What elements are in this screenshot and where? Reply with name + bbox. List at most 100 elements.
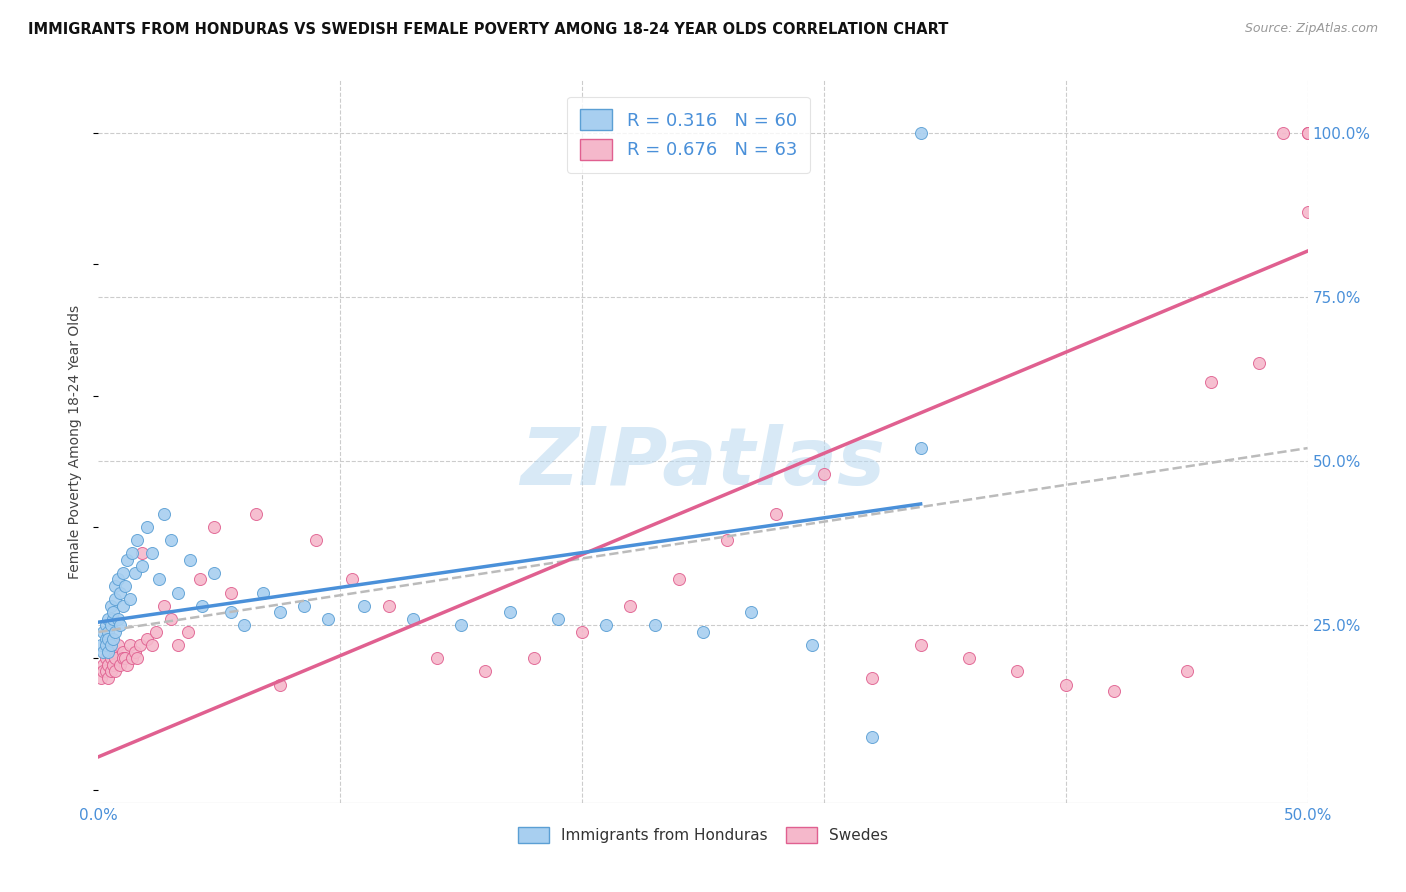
Point	[644, 618, 666, 632]
Point	[910, 441, 932, 455]
Point	[101, 632, 124, 646]
Point	[595, 618, 617, 632]
Point	[426, 651, 449, 665]
Point	[100, 665, 122, 679]
Point	[91, 657, 114, 672]
Point	[342, 573, 364, 587]
Point	[269, 677, 291, 691]
Point	[377, 599, 399, 613]
Point	[800, 638, 823, 652]
Point	[131, 546, 153, 560]
Point	[141, 638, 163, 652]
Point	[221, 585, 243, 599]
Point	[135, 520, 157, 534]
Point	[104, 592, 127, 607]
Point	[114, 651, 136, 665]
Point	[101, 605, 124, 619]
Point	[100, 618, 122, 632]
Point	[124, 645, 146, 659]
Point	[97, 671, 120, 685]
Point	[111, 599, 134, 613]
Point	[90, 671, 112, 685]
Point	[860, 671, 883, 685]
Point	[97, 632, 120, 646]
Point	[91, 665, 114, 679]
Legend: Immigrants from Honduras, Swedes: Immigrants from Honduras, Swedes	[512, 822, 894, 849]
Point	[127, 651, 149, 665]
Point	[1272, 126, 1295, 140]
Point	[101, 612, 124, 626]
Point	[108, 585, 131, 599]
Point	[91, 645, 114, 659]
Point	[111, 651, 134, 665]
Point	[860, 730, 883, 744]
Point	[91, 625, 114, 640]
Point	[188, 573, 211, 587]
Point	[353, 599, 375, 613]
Point	[547, 612, 569, 626]
Point	[94, 618, 117, 632]
Point	[108, 657, 131, 672]
Point	[121, 651, 143, 665]
Point	[177, 625, 200, 640]
Point	[101, 657, 124, 672]
Point	[204, 520, 226, 534]
Point	[292, 599, 315, 613]
Point	[90, 638, 112, 652]
Point	[252, 585, 274, 599]
Point	[221, 605, 243, 619]
Point	[111, 566, 134, 580]
Point	[269, 605, 291, 619]
Point	[571, 625, 593, 640]
Point	[94, 638, 117, 652]
Point	[104, 579, 127, 593]
Point	[108, 618, 131, 632]
Point	[104, 651, 127, 665]
Point	[1296, 126, 1319, 140]
Point	[1054, 677, 1077, 691]
Point	[124, 566, 146, 580]
Point	[160, 612, 183, 626]
Point	[232, 618, 254, 632]
Point	[121, 546, 143, 560]
Point	[191, 599, 214, 613]
Point	[148, 573, 170, 587]
Point	[127, 533, 149, 547]
Point	[204, 566, 226, 580]
Text: Source: ZipAtlas.com: Source: ZipAtlas.com	[1244, 22, 1378, 36]
Point	[107, 612, 129, 626]
Point	[1102, 684, 1125, 698]
Point	[716, 533, 738, 547]
Point	[97, 612, 120, 626]
Point	[160, 533, 183, 547]
Point	[910, 126, 932, 140]
Point	[1175, 665, 1198, 679]
Point	[450, 618, 472, 632]
Point	[245, 507, 267, 521]
Point	[1296, 204, 1319, 219]
Point	[692, 625, 714, 640]
Point	[152, 599, 174, 613]
Point	[1007, 665, 1029, 679]
Point	[167, 638, 190, 652]
Point	[1249, 356, 1271, 370]
Point	[1199, 376, 1222, 390]
Point	[94, 651, 117, 665]
Point	[114, 579, 136, 593]
Point	[135, 632, 157, 646]
Point	[167, 585, 190, 599]
Text: IMMIGRANTS FROM HONDURAS VS SWEDISH FEMALE POVERTY AMONG 18-24 YEAR OLDS CORRELA: IMMIGRANTS FROM HONDURAS VS SWEDISH FEMA…	[28, 22, 949, 37]
Point	[474, 665, 496, 679]
Point	[128, 638, 150, 652]
Point	[957, 651, 980, 665]
Point	[131, 559, 153, 574]
Point	[100, 651, 122, 665]
Point	[94, 665, 117, 679]
Point	[97, 645, 120, 659]
Point	[1296, 126, 1319, 140]
Point	[523, 651, 546, 665]
Point	[104, 625, 127, 640]
Point	[117, 553, 139, 567]
Point	[152, 507, 174, 521]
Point	[740, 605, 762, 619]
